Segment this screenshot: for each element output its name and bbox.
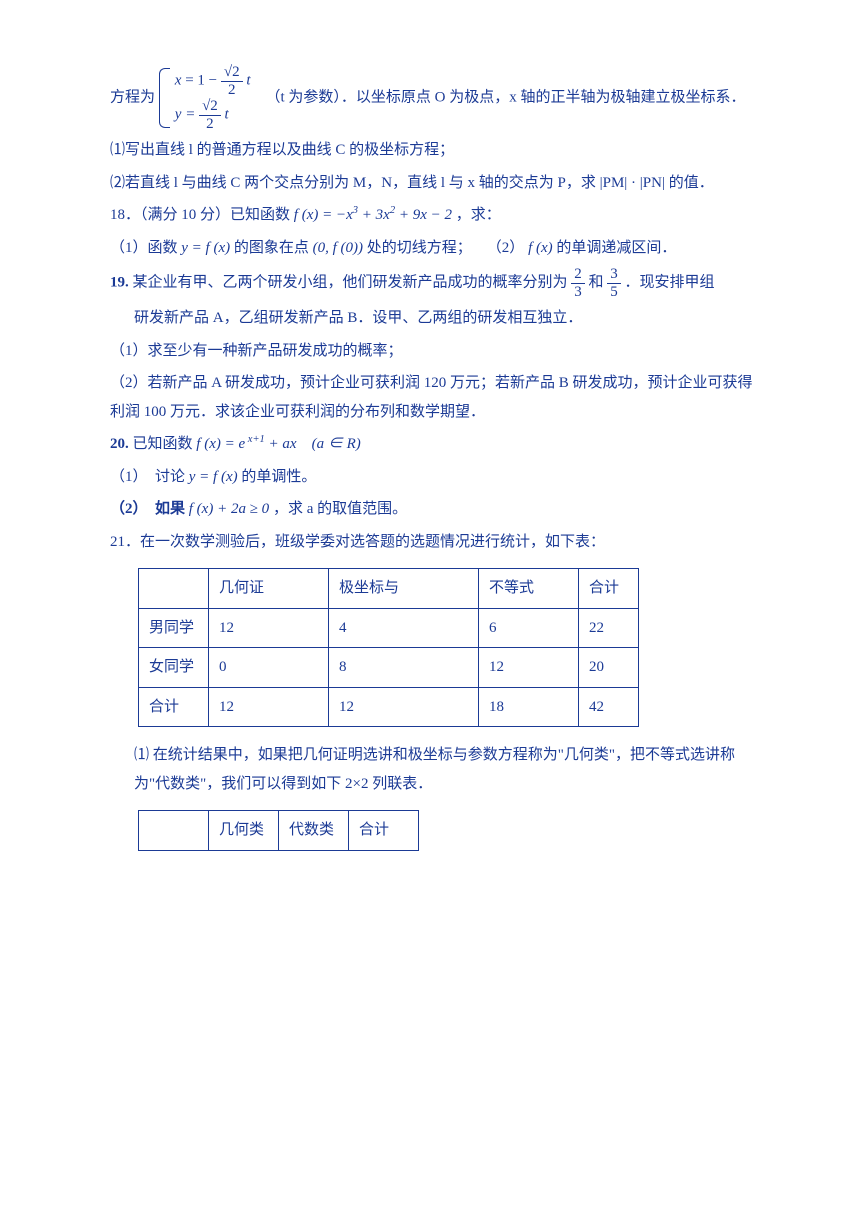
q17-part1: ⑴写出直线 l 的普通方程以及曲线 C 的极坐标方程； xyxy=(110,136,760,165)
param-equation-block: 方程为 x = 1 − √2 2 t y = √2 2 t （t 为参数）．以坐… xyxy=(110,64,760,132)
q19-frac2: 3 5 xyxy=(607,266,621,300)
q17-part2: ⑵若直线 l 与曲线 C 两个交点分别为 M，N，直线 l 与 x 轴的交点为 … xyxy=(110,169,760,198)
q21-head: 21．在一次数学测验后，班级学委对选答题的选题情况进行统计，如下表： xyxy=(110,528,760,557)
eq-line1-lhs: x = 1 − xyxy=(175,72,221,88)
q19-head: 19. 某企业有甲、乙两个研发小组，他们研发新产品成功的概率分别为 2 3 和 … xyxy=(110,266,760,300)
q21-table2: 几何类 代数类 合计 xyxy=(138,810,419,851)
q21-p1: ⑴ 在统计结果中，如果把几何证明选讲和极坐标与参数方程称为"几何类"，把不等式选… xyxy=(110,741,760,798)
eq-line2-lhs: y = xyxy=(175,106,199,122)
param-note: （t 为参数）．以坐标原点 O 为极点，x 轴的正半轴为极轴建立极坐标系． xyxy=(266,89,746,105)
table-row: 女同学 0 8 12 20 xyxy=(139,648,639,688)
abs-pm: |PM| xyxy=(600,175,628,191)
q18-parts: （1）函数 y = f (x) 的图象在点 (0, f (0)) 处的切线方程；… xyxy=(110,234,760,263)
q20-fx: f (x) = e x+1 + ax (a ∈ R) xyxy=(196,436,361,452)
abs-pn: |PN| xyxy=(640,175,665,191)
q20-p2: （2） 如果 f (x) + 2a ≥ 0 ，求 a 的取值范围。 xyxy=(110,495,760,524)
table-row: 男同学 12 4 6 22 xyxy=(139,608,639,648)
q19-p1: （1）求至少有一种新产品研发成功的概率； xyxy=(110,337,760,366)
eq-line2-var: t xyxy=(225,106,229,122)
q19-p2: （2）若新产品 A 研发成功，预计企业可获利润 120 万元；若新产品 B 研发… xyxy=(110,369,760,426)
q19-number: 19. xyxy=(110,274,129,290)
eq-line1-coef: √2 2 xyxy=(221,64,243,98)
q21-table1: 几何证 极坐标与 不等式 合计 男同学 12 4 6 22 女同学 0 8 12… xyxy=(138,568,639,727)
table-row: 几何类 代数类 合计 xyxy=(139,811,419,851)
q18-head: 18．（满分 10 分）已知函数 f (x) = −x3 + 3x2 + 9x … xyxy=(110,201,760,230)
eq-line2-coef: √2 2 xyxy=(199,98,221,132)
table-row: 合计 12 12 18 42 xyxy=(139,687,639,727)
eq-prefix: 方程为 xyxy=(110,89,155,105)
eq-line1-var: t xyxy=(246,72,250,88)
q19-line2: 研发新产品 A，乙组研发新产品 B．设甲、乙两组的研发相互独立． xyxy=(110,304,760,333)
q19-frac1: 2 3 xyxy=(571,266,585,300)
q20-head: 20. 已知函数 f (x) = e x+1 + ax (a ∈ R) xyxy=(110,430,760,459)
table-row: 几何证 极坐标与 不等式 合计 xyxy=(139,569,639,609)
q18-fx: f (x) = −x3 + 3x2 + 9x − 2 xyxy=(294,207,452,223)
q20-number: 20. xyxy=(110,436,129,452)
brace-system: x = 1 − √2 2 t y = √2 2 t xyxy=(159,64,251,132)
q20-p1: （1） 讨论 y = f (x) 的单调性。 xyxy=(110,463,760,492)
